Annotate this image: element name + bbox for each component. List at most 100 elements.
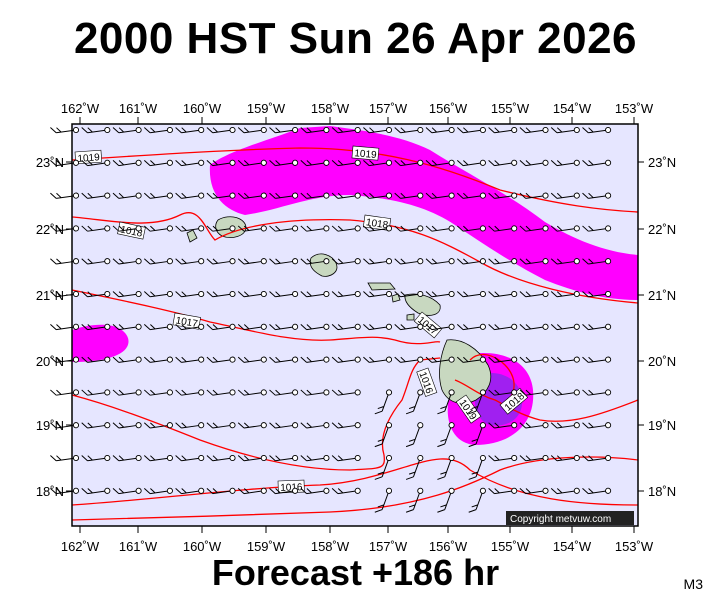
wind-barb bbox=[437, 487, 455, 513]
wind-barb bbox=[50, 126, 80, 134]
wind-barb bbox=[363, 192, 393, 199]
wind-barb bbox=[582, 454, 612, 462]
wind-barb bbox=[81, 126, 111, 134]
wind-barb bbox=[550, 356, 580, 363]
wind-barb bbox=[550, 290, 580, 298]
wind-barb bbox=[331, 225, 361, 232]
map-frame bbox=[71, 123, 639, 527]
lat-label: 18˚N bbox=[648, 484, 676, 499]
wind-barb bbox=[405, 454, 424, 480]
wind-barb bbox=[519, 323, 549, 331]
wind-barb bbox=[50, 422, 80, 429]
wind-barb bbox=[456, 159, 486, 167]
wind-barb bbox=[175, 126, 205, 134]
wind-barb bbox=[206, 422, 236, 429]
wind-barb bbox=[237, 422, 267, 429]
wind-barb bbox=[81, 454, 111, 462]
wind-barb bbox=[175, 192, 205, 199]
lon-labels-bottom: 162˚W 161˚W 160˚W 159˚W 158˚W 157˚W 156˚… bbox=[61, 539, 654, 554]
wind-barb bbox=[425, 159, 455, 167]
wind-barb bbox=[519, 258, 549, 265]
wind-barb bbox=[394, 258, 424, 265]
lat-labels-left: 23˚N 22˚N 21˚N 20˚N 19˚N 18˚N bbox=[36, 155, 64, 499]
wind-barb bbox=[582, 389, 612, 396]
wind-barb bbox=[237, 454, 267, 462]
lat-label: 18˚N bbox=[36, 484, 64, 499]
wind-barb bbox=[582, 159, 612, 167]
wind-barb bbox=[425, 225, 455, 232]
wind-barb bbox=[519, 454, 549, 462]
wind-barb bbox=[468, 422, 486, 448]
wind-barb bbox=[394, 356, 424, 363]
wind-barb bbox=[374, 487, 393, 513]
lat-label: 21˚N bbox=[36, 288, 64, 303]
wind-barb bbox=[50, 356, 80, 363]
wind-barb bbox=[456, 126, 486, 134]
wind-barb bbox=[143, 487, 173, 495]
wind-barb bbox=[112, 389, 142, 396]
wind-barb bbox=[175, 422, 205, 429]
wind-barb bbox=[112, 487, 142, 495]
wind-barb bbox=[582, 225, 612, 232]
wind-barb bbox=[488, 290, 518, 298]
wind-barb bbox=[112, 126, 142, 134]
wind-barb bbox=[550, 487, 580, 495]
wind-barb bbox=[582, 487, 612, 495]
wind-barb bbox=[363, 258, 393, 265]
wind-barb bbox=[81, 159, 111, 167]
wind-barb bbox=[143, 126, 173, 134]
wind-barb bbox=[237, 192, 267, 199]
wind-barb bbox=[468, 389, 486, 415]
wind-barb bbox=[519, 422, 549, 429]
wind-barb bbox=[331, 487, 361, 495]
wind-barb bbox=[269, 192, 299, 199]
lon-label: 157˚W bbox=[369, 101, 408, 116]
wind-barb bbox=[519, 356, 549, 363]
wind-barb bbox=[143, 389, 173, 396]
island-oahu bbox=[309, 253, 338, 277]
wind-barb bbox=[143, 356, 173, 363]
wind-barb bbox=[237, 225, 267, 232]
lon-label: 158˚W bbox=[311, 539, 350, 554]
wind-barb bbox=[206, 159, 236, 167]
wind-barb bbox=[300, 487, 330, 495]
wind-barb bbox=[50, 454, 80, 462]
wind-barb bbox=[206, 454, 236, 462]
wind-barb bbox=[488, 356, 518, 363]
wind-barb bbox=[425, 290, 455, 298]
wind-barb bbox=[488, 422, 518, 429]
wind-barb bbox=[331, 389, 361, 396]
wind-barb bbox=[488, 258, 518, 265]
wind-barb bbox=[582, 323, 612, 331]
wind-barb bbox=[300, 126, 330, 134]
copyright-text: Copyright metvuw.com bbox=[510, 514, 611, 525]
wind-barb bbox=[81, 192, 111, 199]
wind-barb bbox=[300, 290, 330, 298]
wind-barb bbox=[394, 225, 424, 232]
wind-barb bbox=[425, 126, 455, 134]
wind-barb bbox=[269, 258, 299, 265]
wind-barb bbox=[437, 454, 455, 480]
wind-barb bbox=[300, 389, 330, 396]
lon-label: 157˚W bbox=[369, 539, 408, 554]
forecast-label: Forecast +186 hr bbox=[211, 552, 500, 593]
wind-barb bbox=[175, 487, 205, 495]
lon-label: 159˚W bbox=[247, 101, 286, 116]
wind-barb bbox=[331, 454, 361, 462]
svg-text:1019: 1019 bbox=[354, 148, 378, 161]
wind-barb bbox=[300, 192, 330, 199]
wind-barb bbox=[269, 126, 299, 134]
wind-barb bbox=[237, 487, 267, 495]
wind-barb bbox=[437, 422, 455, 448]
graticule-ticks bbox=[66, 117, 644, 533]
wind-barb bbox=[50, 323, 80, 331]
wind-barb bbox=[50, 487, 80, 495]
wind-barb bbox=[206, 290, 236, 298]
wind-barb bbox=[425, 356, 455, 363]
lon-label: 156˚W bbox=[429, 539, 468, 554]
wind-barb bbox=[488, 389, 518, 396]
wind-barb bbox=[175, 323, 205, 331]
wind-barb bbox=[50, 389, 80, 396]
wind-barb bbox=[519, 192, 549, 199]
wind-barb bbox=[206, 225, 236, 232]
